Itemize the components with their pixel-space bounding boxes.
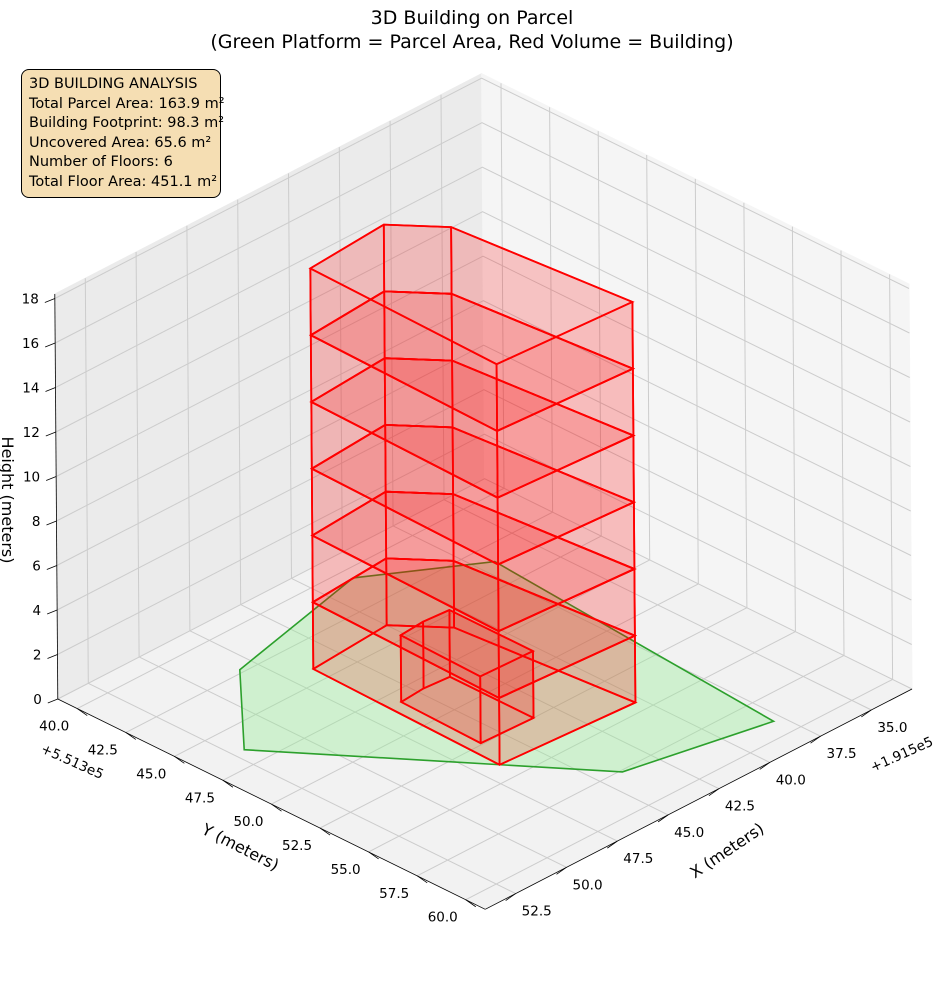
infobox-heading: 3D BUILDING ANALYSIS bbox=[29, 76, 198, 92]
x-tick bbox=[861, 709, 872, 718]
z-tick bbox=[46, 609, 58, 615]
x-tick-label: 40.0 bbox=[776, 772, 806, 788]
x-tick-label: 50.0 bbox=[572, 877, 602, 893]
x-tick-label: 42.5 bbox=[725, 799, 755, 815]
y-tick-label: 60.0 bbox=[428, 910, 458, 926]
z-axis-label: Height (meters) bbox=[0, 437, 17, 564]
z-grid-line bbox=[57, 433, 912, 655]
building-analysis-infobox: 3D BUILDING ANALYSIS Total Parcel Area: … bbox=[21, 69, 225, 198]
z-grid-line bbox=[55, 166, 910, 388]
z-tick-label: 18 bbox=[22, 291, 39, 307]
z-grid-line bbox=[54, 122, 910, 344]
z-axis-line bbox=[54, 293, 59, 700]
building-base bbox=[310, 557, 638, 700]
z-tick-label: 2 bbox=[33, 647, 42, 663]
infobox-line-footprint: Building Footprint: 98.3 m² bbox=[29, 115, 225, 131]
infobox-line-uncovered: Uncovered Area: 65.6 m² bbox=[29, 134, 212, 151]
x-tick-label: 45.0 bbox=[674, 825, 704, 841]
parcel-polygon bbox=[238, 560, 776, 773]
z-tick bbox=[44, 298, 55, 303]
x-axis-offset-label: +1.915e5 bbox=[868, 734, 936, 776]
building-base bbox=[310, 490, 637, 633]
grid-lines bbox=[54, 77, 913, 901]
y-tick-label: 45.0 bbox=[136, 766, 166, 782]
z-tick bbox=[47, 654, 58, 659]
x-tick-label: 37.5 bbox=[827, 746, 857, 762]
y-tick-label: 50.0 bbox=[233, 814, 263, 830]
building-base bbox=[399, 675, 536, 745]
x-tick bbox=[556, 867, 567, 875]
z-tick bbox=[45, 387, 56, 392]
x-tick bbox=[607, 840, 618, 849]
z-tick-label: 6 bbox=[32, 558, 41, 574]
chart-title: 3D Building on Parcel (Green Platform = … bbox=[0, 6, 944, 54]
building-base bbox=[308, 290, 636, 433]
x-axis-line bbox=[485, 688, 913, 910]
parcel-platform bbox=[238, 560, 776, 773]
x-tick bbox=[505, 893, 516, 901]
y-tick bbox=[174, 756, 185, 764]
x-tick-label: 35.0 bbox=[877, 720, 907, 736]
z-tick-label: 10 bbox=[23, 469, 40, 485]
infobox-line-floors: Number of Floors: 6 bbox=[29, 154, 173, 170]
building-volume bbox=[308, 223, 638, 766]
z-grid-line bbox=[56, 344, 912, 566]
z-grid-line bbox=[55, 255, 911, 477]
y-tick bbox=[271, 803, 282, 812]
x-tick bbox=[657, 814, 669, 823]
y-tick bbox=[125, 732, 137, 740]
y-tick-label: 55.0 bbox=[331, 862, 361, 878]
building-slab bbox=[398, 609, 536, 678]
x-tick-label: 52.5 bbox=[522, 904, 552, 920]
z-grid-line bbox=[56, 389, 912, 611]
y-tick-label: 42.5 bbox=[88, 742, 118, 758]
z-tick-label: 8 bbox=[32, 514, 41, 530]
x-tick bbox=[708, 788, 720, 796]
z-grid-line bbox=[55, 211, 911, 433]
y-tick-label: 57.5 bbox=[379, 886, 409, 902]
x-tick bbox=[810, 735, 821, 744]
infobox-line-parcel-area: Total Parcel Area: 163.9 m² bbox=[29, 95, 225, 112]
y-tick bbox=[319, 827, 331, 836]
y-tick-label: 47.5 bbox=[185, 790, 215, 806]
z-tick bbox=[46, 520, 57, 526]
z-tick bbox=[46, 476, 57, 481]
building-floor-5 bbox=[308, 290, 636, 499]
z-grid-line bbox=[54, 77, 910, 299]
building-floor-6 bbox=[308, 223, 636, 433]
chart-title-line-1: 3D Building on Parcel bbox=[370, 7, 574, 29]
tick-marks bbox=[44, 298, 872, 908]
chart-title-line-2: (Green Platform = Parcel Area, Red Volum… bbox=[210, 31, 734, 53]
y-tick bbox=[465, 899, 477, 908]
building-base bbox=[311, 624, 638, 766]
z-tick bbox=[46, 565, 57, 570]
z-tick-label: 0 bbox=[33, 692, 42, 708]
y-tick bbox=[368, 851, 379, 860]
z-grid-line bbox=[57, 478, 913, 700]
x-tick-label: 47.5 bbox=[623, 851, 653, 867]
z-tick bbox=[45, 431, 56, 437]
z-tick-label: 14 bbox=[22, 380, 39, 396]
building-inner-block bbox=[398, 609, 536, 745]
building-base bbox=[309, 357, 636, 499]
tick-labels: 35.0 37.5 40.0 42.5 45.0 47.5 50.0 52.5 40.0 42.5… bbox=[22, 291, 908, 925]
z-tick bbox=[47, 698, 58, 704]
building-slab bbox=[308, 223, 635, 366]
y-tick bbox=[416, 875, 428, 884]
y-tick bbox=[222, 779, 234, 788]
z-tick-label: 12 bbox=[23, 425, 40, 441]
y-tick-label: 40.0 bbox=[39, 719, 69, 735]
z-tick-label: 4 bbox=[33, 603, 42, 619]
infobox-line-floor-area: Total Floor Area: 451.1 m² bbox=[29, 173, 218, 190]
z-grid-line bbox=[56, 300, 911, 522]
building-base bbox=[309, 423, 637, 566]
y-tick-label: 52.5 bbox=[282, 838, 312, 854]
z-tick bbox=[45, 342, 56, 348]
z-tick-label: 16 bbox=[22, 336, 39, 352]
y-tick bbox=[76, 708, 88, 716]
x-tick bbox=[759, 762, 770, 770]
